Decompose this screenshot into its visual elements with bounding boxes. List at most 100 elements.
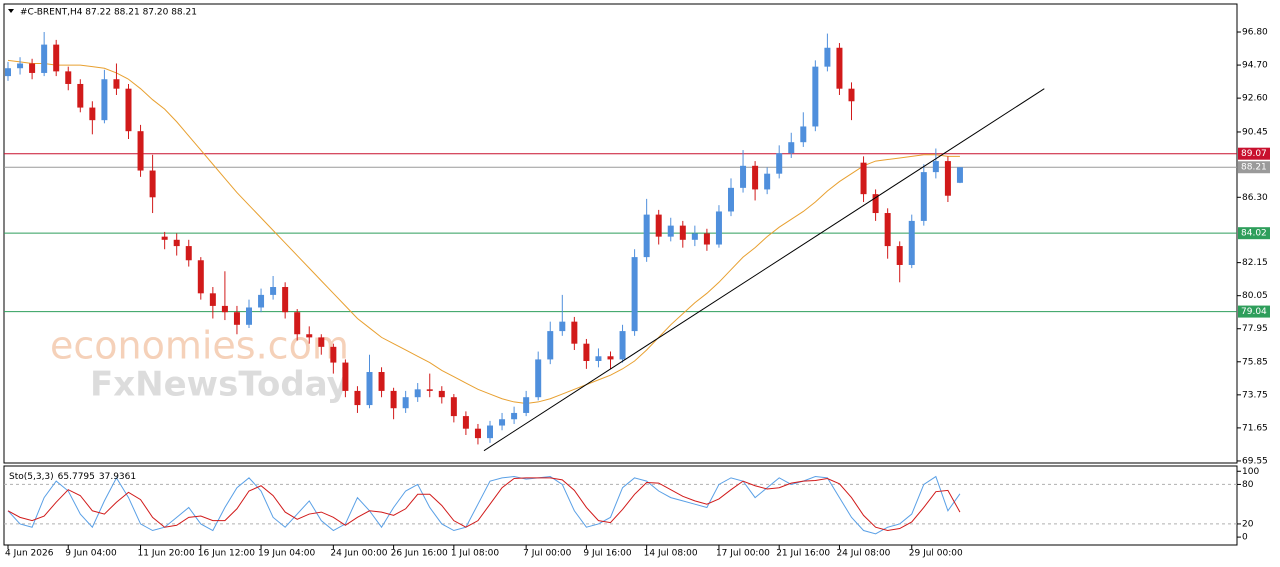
candle-body: [89, 107, 96, 121]
candle-body: [956, 167, 963, 183]
x-tick-label: 17 Jul 00:00: [716, 549, 770, 559]
menu-arrow[interactable]: [8, 9, 14, 13]
candle-body: [595, 356, 602, 361]
candle-body: [499, 419, 506, 426]
watermark: FxNewsToday: [90, 365, 349, 405]
x-tick-label: 4 Jun 2026: [5, 549, 54, 559]
candle-body: [631, 257, 638, 332]
price-label-box: [1238, 305, 1270, 318]
candle-body: [294, 312, 301, 335]
candle-body: [197, 260, 204, 294]
candle-body: [414, 389, 421, 398]
price-label-box: [1238, 161, 1270, 174]
y-tick-label: 75.85: [1242, 357, 1268, 367]
indicator-value: 65.7795: [58, 472, 95, 482]
candle-body: [667, 225, 674, 237]
x-tick-label: 24 Jul 08:00: [836, 549, 890, 559]
y-tick-label: 0: [1242, 533, 1248, 543]
candle-body: [101, 79, 108, 121]
candle-body: [474, 428, 481, 439]
price-label: 88.21: [1241, 163, 1267, 173]
candle-body: [812, 66, 819, 127]
x-tick-label: 16 Jun 12:00: [198, 549, 255, 559]
candle-body: [691, 233, 698, 240]
y-tick-label: 80.05: [1242, 291, 1268, 301]
y-tick-label: 86.30: [1242, 193, 1268, 203]
candle-body: [426, 389, 433, 391]
candle-body: [896, 246, 903, 265]
candle-body: [65, 71, 72, 84]
candle-body: [221, 305, 228, 313]
candle-body: [643, 214, 650, 258]
candle-body: [209, 293, 216, 306]
candle-body: [17, 63, 24, 69]
indicator-value: Sto(5,3,3): [9, 472, 54, 482]
y-tick-label: 96.80: [1242, 28, 1268, 38]
candle-body: [571, 321, 578, 344]
candle-body: [655, 214, 662, 237]
candle-body: [378, 372, 385, 391]
candle-body: [752, 165, 759, 190]
candle-body: [679, 225, 686, 240]
candle-body: [41, 44, 48, 73]
candle-body: [330, 346, 337, 363]
candle-body: [800, 126, 807, 143]
candle-body: [366, 372, 373, 406]
candle-body: [125, 88, 132, 132]
price-label-box: [1238, 227, 1270, 240]
x-tick-label: 21 Jul 16:00: [776, 549, 830, 559]
candle-body: [728, 187, 734, 212]
candle-body: [824, 47, 831, 67]
candle-body: [402, 397, 409, 409]
candle-body: [137, 131, 144, 171]
price-label-box: [1238, 147, 1270, 160]
candle-body: [535, 359, 542, 398]
y-tick-label: 94.70: [1242, 61, 1268, 71]
y-tick-label: 82.15: [1242, 258, 1268, 268]
candle-body: [173, 239, 180, 247]
candle-body: [908, 220, 915, 265]
y-tick-label: 73.75: [1242, 390, 1268, 400]
candle-body: [583, 343, 590, 361]
y-tick-label: 20: [1242, 519, 1254, 529]
candle-body: [185, 246, 192, 261]
candle-body: [246, 307, 252, 325]
x-tick-label: 11 Jun 20:00: [138, 549, 195, 559]
x-tick-label: 14 Jul 08:00: [644, 549, 698, 559]
chart-title: #C-BRENT,H4 87.22 88.21 87.20 88.21: [20, 8, 197, 18]
candle-body: [29, 63, 36, 73]
candle-body: [438, 390, 445, 398]
candle-body: [788, 142, 795, 154]
candle-body: [233, 312, 240, 325]
y-tick-label: 69.55: [1242, 456, 1268, 466]
candle-body: [944, 161, 951, 196]
x-tick-label: 19 Jun 04:00: [258, 549, 315, 559]
candle-body: [450, 397, 457, 417]
trend-line: [483, 88, 1045, 452]
candle-body: [860, 162, 867, 195]
candle-body: [619, 331, 626, 360]
candle-body: [5, 68, 11, 77]
candle-body: [836, 47, 843, 89]
candle-body: [920, 172, 927, 221]
indicator-title: Sto(5,3,3) 65.7795 37.9361: [9, 472, 136, 482]
y-tick-label: 71.65: [1242, 423, 1268, 433]
x-tick-label: 9 Jun 04:00: [65, 549, 117, 559]
candle-body: [462, 416, 469, 429]
candle-body: [884, 213, 891, 247]
x-tick-label: 26 Jun 16:00: [391, 549, 448, 559]
candle-body: [258, 294, 265, 308]
candle-body: [740, 165, 747, 188]
candle-body: [703, 233, 710, 245]
indicator-panel: [3, 465, 1238, 546]
candle-body: [715, 211, 722, 245]
y-tick-label: 100: [1242, 467, 1259, 477]
x-tick-label: 9 Jul 16:00: [583, 549, 632, 559]
candle-body: [607, 356, 614, 360]
x-tick-label: 1 Jul 08:00: [451, 549, 500, 559]
candle-body: [342, 362, 349, 391]
candle-body: [523, 397, 530, 413]
candle-body: [511, 412, 518, 420]
